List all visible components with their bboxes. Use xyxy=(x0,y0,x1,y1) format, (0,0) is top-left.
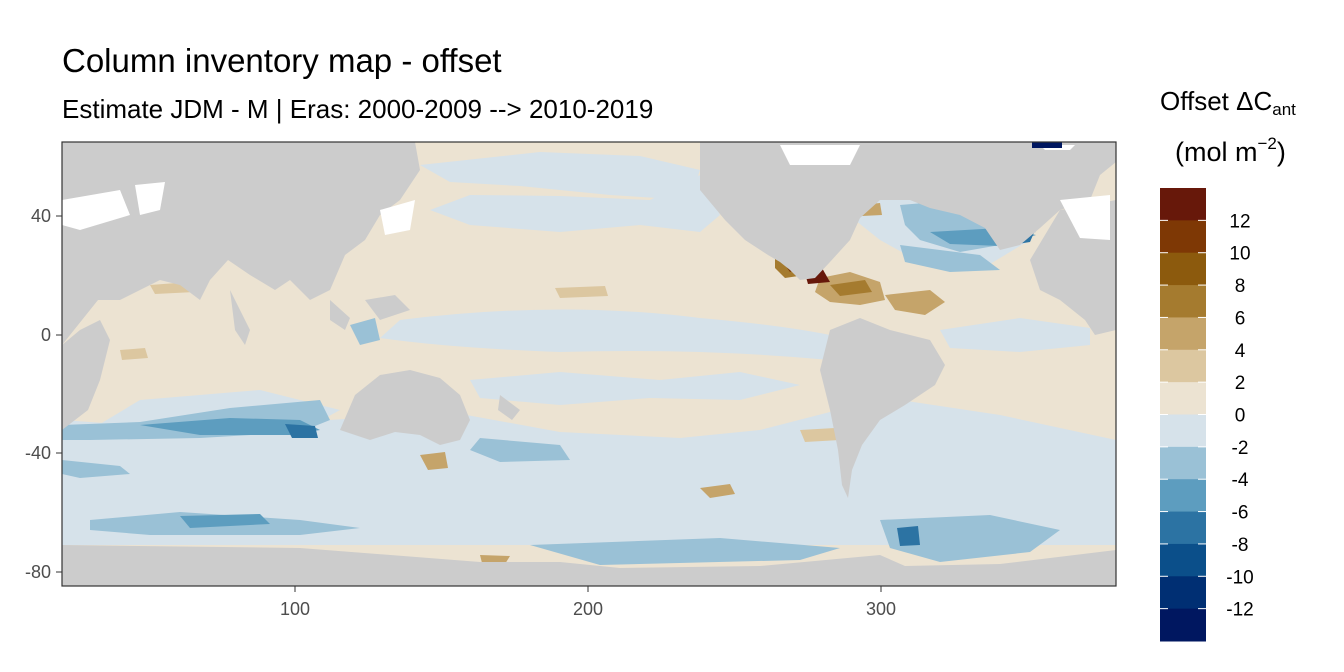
gulf-stream-mid xyxy=(900,245,1000,272)
south-pacific-light xyxy=(470,372,800,405)
indonesian-mid xyxy=(350,318,380,345)
legend-swatch xyxy=(1160,446,1206,480)
legend-label: 10 xyxy=(1229,244,1250,265)
legend-swatch xyxy=(1160,349,1206,383)
x-tick-label: 200 xyxy=(573,599,603,619)
legend-swatch xyxy=(1160,414,1206,448)
legend-unit-main: (mol m xyxy=(1175,137,1258,167)
legend-swatch xyxy=(1160,317,1206,351)
tasman-mid xyxy=(470,438,570,462)
gap-2 xyxy=(135,182,165,215)
antarctica-land xyxy=(62,545,1116,586)
south-pacific-positive xyxy=(700,484,735,498)
south-america-land xyxy=(820,318,945,498)
legend-label: -8 xyxy=(1232,535,1249,556)
south-atlantic-light xyxy=(940,318,1090,352)
new-zealand-land xyxy=(498,395,520,420)
gap-3 xyxy=(380,200,415,235)
indonesia-land xyxy=(365,295,410,320)
caribbean-strong xyxy=(830,280,872,296)
legend-label: 2 xyxy=(1235,373,1246,394)
legend-label: 0 xyxy=(1235,406,1246,427)
tropical-atlantic-positive xyxy=(885,290,945,315)
arctic-extreme-cell xyxy=(1032,142,1062,148)
ross-positive xyxy=(480,555,510,564)
legend-swatch xyxy=(1160,188,1206,221)
legend-unit-sup: −2 xyxy=(1257,134,1277,153)
south-indian-core xyxy=(285,424,318,438)
legend-label: 8 xyxy=(1235,276,1246,297)
y-tick-label: -80 xyxy=(25,562,51,582)
legend-colorbar xyxy=(1160,188,1206,642)
chart-title: Column inventory map - offset xyxy=(62,42,502,79)
indochina-land xyxy=(330,300,350,330)
legend-swatch xyxy=(1160,543,1206,577)
arabian-positive xyxy=(120,348,148,360)
legend-swatch xyxy=(1160,285,1206,318)
chart-subtitle: Estimate JDM - M | Eras: 2000-2009 --> 2… xyxy=(62,94,654,124)
y-tick-label: 0 xyxy=(41,325,51,345)
legend-title-main: Offset ΔC xyxy=(1160,86,1273,116)
legend-label: -4 xyxy=(1232,470,1249,491)
legend-label: -2 xyxy=(1232,438,1249,459)
weddell-mid xyxy=(880,515,1060,562)
australia-land xyxy=(340,370,470,445)
legend-unit-close: ) xyxy=(1276,137,1286,167)
north-pacific-light xyxy=(420,152,700,200)
gap-5 xyxy=(1060,195,1110,240)
y-tick-label: 40 xyxy=(31,206,51,226)
legend-label: -10 xyxy=(1226,567,1253,588)
tasmania-positive xyxy=(420,452,448,470)
antarctic-indian-dark xyxy=(180,514,270,528)
hawaii-positive xyxy=(555,286,608,298)
legend-label: -12 xyxy=(1226,600,1253,621)
southwest-indian-mid xyxy=(62,460,130,478)
legend-labels: 12 10 8 6 4 2 0 -2 -4 -6 -8 -10 -12 xyxy=(1226,211,1253,620)
india-land xyxy=(230,290,250,345)
legend-swatch xyxy=(1160,479,1206,513)
legend-swatch xyxy=(1160,252,1206,286)
y-axis: 40 0 -40 -80 xyxy=(25,206,62,582)
y-tick-label: -40 xyxy=(25,443,51,463)
panel-border xyxy=(61,141,1117,587)
weddell-spot xyxy=(897,526,920,546)
equatorial-pacific-light xyxy=(380,309,830,360)
patagonia-positive xyxy=(800,428,840,442)
legend-unit: (mol m−2) xyxy=(1175,134,1286,168)
legend-swatch xyxy=(1160,220,1206,254)
map-panel xyxy=(62,142,1116,586)
legend-swatch xyxy=(1160,382,1206,415)
north-pacific-light-2 xyxy=(430,175,720,232)
x-axis: 100 200 300 xyxy=(280,586,896,619)
legend-swatch xyxy=(1160,608,1206,642)
legend-title-sub: ant xyxy=(1272,100,1296,119)
legend-label: -6 xyxy=(1232,503,1249,524)
ross-sea-mid xyxy=(530,538,840,565)
x-tick-label: 300 xyxy=(866,599,896,619)
legend-title: Offset ΔCant xyxy=(1160,86,1296,120)
x-tick-label: 100 xyxy=(280,599,310,619)
south-indian-dark xyxy=(140,418,320,435)
legend-label: 12 xyxy=(1229,211,1250,232)
legend-swatch xyxy=(1160,576,1206,610)
gap-4 xyxy=(780,145,860,165)
north-america-land xyxy=(700,142,1116,280)
gap-1 xyxy=(62,190,130,230)
africa-land xyxy=(62,320,110,430)
legend-label: 4 xyxy=(1235,341,1246,362)
legend-label: 6 xyxy=(1235,308,1246,329)
legend-swatch xyxy=(1160,511,1206,545)
